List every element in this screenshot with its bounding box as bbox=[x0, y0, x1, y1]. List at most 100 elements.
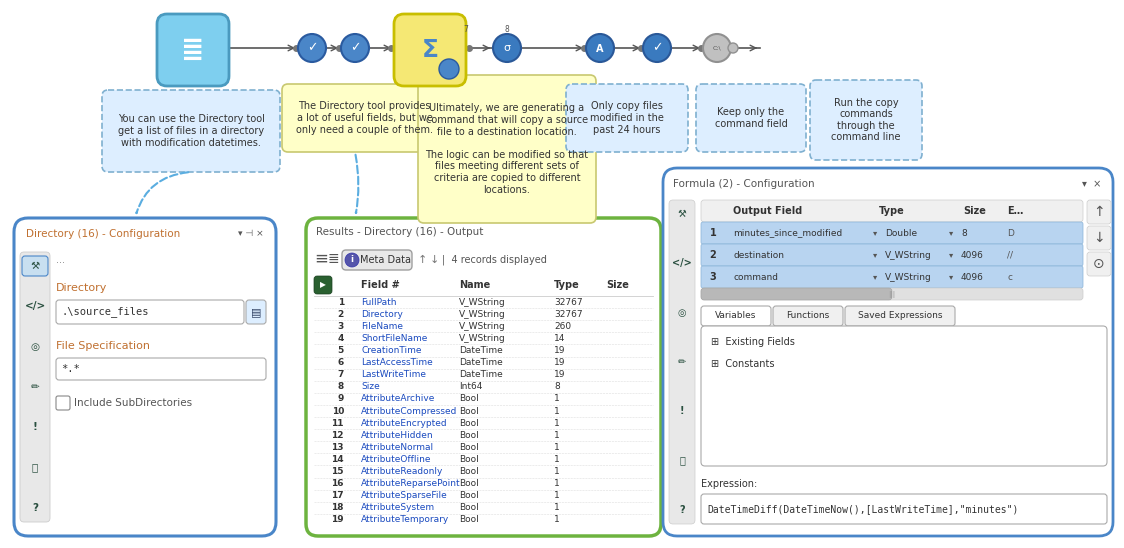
Text: Directory (16) - Configuration: Directory (16) - Configuration bbox=[26, 229, 180, 239]
Text: AttributeOffline: AttributeOffline bbox=[361, 455, 432, 464]
FancyBboxPatch shape bbox=[669, 200, 695, 524]
Text: 4096: 4096 bbox=[961, 272, 984, 282]
Text: ⚒: ⚒ bbox=[678, 209, 687, 219]
FancyBboxPatch shape bbox=[845, 306, 955, 326]
Text: Only copy files
modified in the
past 24 hours: Only copy files modified in the past 24 … bbox=[590, 101, 664, 135]
Text: Output Field: Output Field bbox=[733, 206, 803, 216]
Text: Variables: Variables bbox=[715, 311, 756, 321]
Text: 16: 16 bbox=[332, 479, 344, 488]
Text: ◎: ◎ bbox=[30, 341, 39, 352]
Text: 2: 2 bbox=[709, 250, 716, 260]
Text: 1: 1 bbox=[709, 228, 716, 238]
Text: 5: 5 bbox=[337, 346, 344, 355]
Text: 8: 8 bbox=[961, 229, 967, 237]
Text: AttributeNormal: AttributeNormal bbox=[361, 443, 434, 452]
FancyBboxPatch shape bbox=[701, 306, 771, 326]
Text: Bool: Bool bbox=[459, 479, 479, 488]
Text: ✏: ✏ bbox=[678, 357, 686, 367]
Text: 10: 10 bbox=[332, 407, 344, 415]
FancyBboxPatch shape bbox=[56, 358, 266, 380]
Text: minutes_since_modified: minutes_since_modified bbox=[733, 229, 842, 237]
Text: Directory: Directory bbox=[56, 283, 108, 293]
Text: ↑: ↑ bbox=[1094, 205, 1105, 219]
Text: ▶: ▶ bbox=[320, 281, 326, 289]
Text: ▾: ▾ bbox=[873, 250, 877, 260]
Text: 1: 1 bbox=[337, 298, 344, 306]
Text: V_WString: V_WString bbox=[459, 322, 506, 331]
Text: Functions: Functions bbox=[787, 311, 830, 321]
Text: AttributeArchive: AttributeArchive bbox=[361, 395, 435, 403]
Text: i: i bbox=[351, 255, 354, 265]
Text: //: // bbox=[1007, 250, 1013, 260]
Text: .\source_files: .\source_files bbox=[61, 306, 148, 317]
FancyArrowPatch shape bbox=[355, 155, 359, 213]
Text: Size: Size bbox=[606, 280, 628, 290]
Text: 7: 7 bbox=[463, 26, 469, 35]
Text: ▾: ▾ bbox=[949, 229, 953, 237]
FancyBboxPatch shape bbox=[701, 200, 1084, 222]
Text: DateTime: DateTime bbox=[459, 346, 502, 355]
Text: AttributeHidden: AttributeHidden bbox=[361, 431, 434, 439]
Circle shape bbox=[439, 59, 459, 79]
Text: ⌸: ⌸ bbox=[679, 456, 685, 466]
Text: ?: ? bbox=[31, 503, 38, 513]
Text: </>: </> bbox=[672, 258, 692, 269]
FancyBboxPatch shape bbox=[314, 276, 332, 294]
Text: ⊞  Constants: ⊞ Constants bbox=[711, 359, 774, 369]
Text: 32767: 32767 bbox=[554, 310, 582, 318]
Text: File Specification: File Specification bbox=[56, 341, 149, 351]
FancyBboxPatch shape bbox=[696, 84, 806, 152]
Text: C:\: C:\ bbox=[713, 45, 722, 50]
FancyBboxPatch shape bbox=[56, 396, 70, 410]
Text: 8: 8 bbox=[337, 383, 344, 391]
Text: Expression:: Expression: bbox=[701, 479, 758, 489]
Text: AttributeReadonly: AttributeReadonly bbox=[361, 467, 443, 476]
Text: 8: 8 bbox=[554, 383, 560, 391]
Text: Σ: Σ bbox=[422, 38, 438, 62]
Text: You can use the Directory tool
get a list of files in a directory
with modificat: You can use the Directory tool get a lis… bbox=[118, 115, 264, 147]
Text: 9: 9 bbox=[337, 395, 344, 403]
FancyBboxPatch shape bbox=[157, 14, 229, 86]
Text: AttributeTemporary: AttributeTemporary bbox=[361, 516, 450, 524]
Text: 18: 18 bbox=[332, 504, 344, 512]
Text: 2: 2 bbox=[337, 310, 344, 318]
Text: Size: Size bbox=[361, 383, 380, 391]
Text: AttributeSystem: AttributeSystem bbox=[361, 504, 435, 512]
Text: Meta Data: Meta Data bbox=[361, 255, 411, 265]
FancyBboxPatch shape bbox=[246, 300, 266, 324]
Text: 8: 8 bbox=[505, 26, 509, 35]
Text: |  4 records displayed: | 4 records displayed bbox=[442, 255, 547, 265]
Text: Formula (2) - Configuration: Formula (2) - Configuration bbox=[673, 179, 815, 189]
Text: AttributeCompressed: AttributeCompressed bbox=[361, 407, 457, 415]
Text: Double: Double bbox=[885, 229, 917, 237]
Text: 32767: 32767 bbox=[554, 298, 582, 306]
Text: Name: Name bbox=[459, 280, 490, 290]
FancyBboxPatch shape bbox=[342, 250, 413, 270]
Text: DateTimeDiff(DateTimeNow(),[LastWriteTime],"minutes"): DateTimeDiff(DateTimeNow(),[LastWriteTim… bbox=[707, 504, 1018, 514]
Text: </>: </> bbox=[25, 301, 46, 311]
Text: Type: Type bbox=[554, 280, 580, 290]
Text: Ultimately, we are generating a
command that will copy a source
file to a destin: Ultimately, we are generating a command … bbox=[426, 104, 589, 195]
Text: Type: Type bbox=[879, 206, 905, 216]
Circle shape bbox=[586, 34, 614, 62]
Text: 14: 14 bbox=[332, 455, 344, 464]
Text: σ: σ bbox=[504, 43, 510, 53]
FancyBboxPatch shape bbox=[56, 300, 244, 324]
Text: Saved Expressions: Saved Expressions bbox=[858, 311, 942, 321]
Text: E…: E… bbox=[1007, 206, 1023, 216]
Text: destination: destination bbox=[733, 250, 785, 260]
Text: Bool: Bool bbox=[459, 395, 479, 403]
FancyBboxPatch shape bbox=[306, 218, 661, 536]
Text: 4096: 4096 bbox=[961, 250, 984, 260]
Circle shape bbox=[298, 34, 326, 62]
Text: 4: 4 bbox=[337, 334, 344, 343]
Text: V_WString: V_WString bbox=[885, 250, 932, 260]
Text: Include SubDirectories: Include SubDirectories bbox=[74, 398, 192, 408]
Text: Bool: Bool bbox=[459, 516, 479, 524]
Circle shape bbox=[702, 34, 731, 62]
Circle shape bbox=[493, 34, 522, 62]
FancyBboxPatch shape bbox=[20, 252, 49, 522]
Text: !: ! bbox=[680, 406, 685, 416]
Text: 1: 1 bbox=[554, 516, 560, 524]
Text: 1: 1 bbox=[554, 467, 560, 476]
